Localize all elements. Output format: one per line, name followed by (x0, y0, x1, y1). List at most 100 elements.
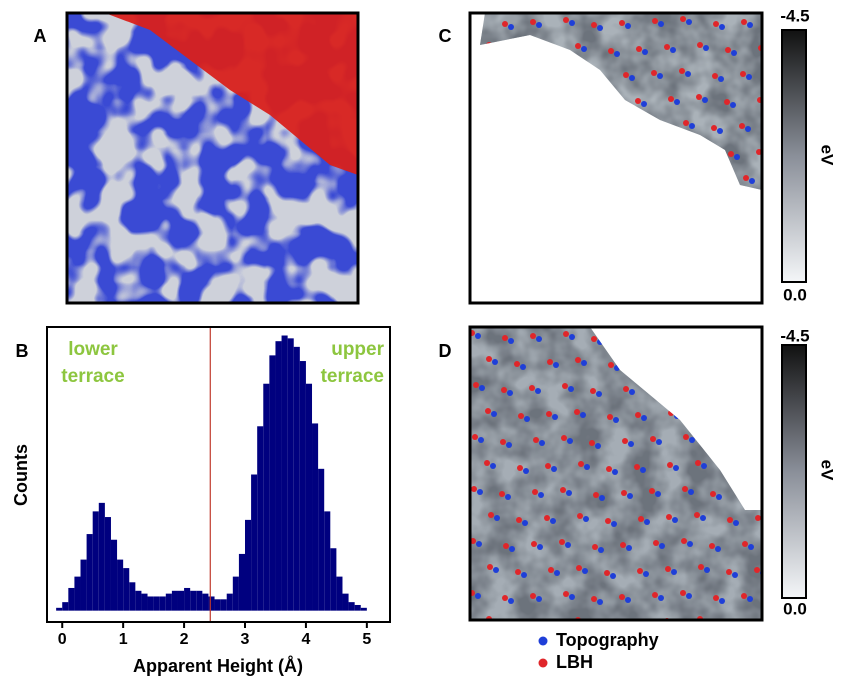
panel-label: A (34, 26, 47, 46)
dot (725, 621, 731, 627)
bar (305, 383, 313, 611)
y-axis-label: Counts (11, 444, 31, 506)
dot (577, 513, 583, 519)
dot (658, 595, 664, 601)
dot (595, 443, 601, 449)
x-axis-label: Apparent Height (Å) (133, 656, 303, 676)
dot (508, 598, 514, 604)
dot (597, 25, 603, 31)
dot (769, 331, 775, 337)
dot (623, 386, 629, 392)
dot (591, 336, 597, 342)
dot (605, 518, 611, 524)
dot (649, 488, 655, 494)
bar (226, 593, 233, 611)
dot (700, 515, 706, 521)
dot (536, 596, 542, 602)
bar (68, 587, 75, 611)
dot (773, 383, 779, 389)
dot (670, 47, 676, 53)
dot (552, 414, 558, 420)
dot (742, 541, 748, 547)
dot (561, 435, 567, 441)
dot (629, 75, 635, 81)
dot (574, 409, 580, 415)
bar (129, 582, 136, 611)
dot (563, 331, 569, 337)
bar (80, 559, 87, 611)
bar (86, 534, 93, 611)
panel-a-image (65, 11, 360, 305)
dot (614, 311, 620, 317)
dot (553, 622, 559, 628)
dot (576, 565, 582, 571)
dot (502, 595, 508, 601)
dot (703, 45, 709, 51)
dot (758, 305, 764, 311)
dot (637, 568, 643, 574)
dot (514, 621, 520, 627)
dot (509, 546, 515, 552)
dot (657, 73, 663, 79)
dot (712, 73, 718, 79)
bar (123, 568, 130, 611)
bar (275, 341, 282, 611)
dot (547, 359, 553, 365)
dot (710, 491, 716, 497)
bar (324, 511, 331, 611)
bar (251, 474, 258, 611)
dot (638, 516, 644, 522)
dot (749, 178, 755, 184)
dot (521, 572, 527, 578)
dot (560, 487, 566, 493)
dot (642, 309, 648, 315)
bar (98, 502, 105, 611)
dot (563, 591, 569, 597)
dot (625, 23, 631, 29)
dot (664, 44, 670, 50)
bar (190, 590, 197, 611)
dot (590, 388, 596, 394)
bar (348, 602, 355, 611)
bar (257, 426, 264, 611)
bar (208, 596, 215, 611)
bar (171, 590, 178, 611)
dot (591, 22, 597, 28)
dot (747, 22, 753, 28)
dot (553, 308, 559, 314)
dot (745, 126, 751, 132)
dot (764, 48, 770, 54)
dot (730, 102, 736, 108)
bar (354, 604, 361, 611)
panel-label: D (439, 341, 452, 361)
dot (563, 17, 569, 23)
bar (184, 587, 191, 611)
dot (597, 599, 603, 605)
bar (92, 511, 99, 611)
dot (792, 620, 798, 626)
annotation: lower (68, 339, 118, 360)
dot (581, 306, 587, 312)
histogram: 0 1 2 3 4 5 lower terrace upper terrace (46, 326, 391, 648)
dot (607, 414, 613, 420)
dot (508, 338, 514, 344)
dot (651, 70, 657, 76)
dot (672, 517, 678, 523)
bar (245, 519, 252, 611)
dot (625, 597, 631, 603)
dot (709, 543, 715, 549)
panel-label: C (439, 26, 452, 46)
dot (732, 572, 738, 578)
panel-label: B (16, 341, 29, 361)
dot (606, 466, 612, 472)
dot (475, 593, 481, 599)
dot (668, 96, 674, 102)
dot (569, 20, 575, 26)
dot (488, 512, 494, 518)
bar (299, 361, 306, 611)
dot (680, 16, 686, 22)
bar (318, 468, 325, 611)
dot (575, 43, 581, 49)
dot (621, 490, 627, 496)
dot (713, 595, 719, 601)
